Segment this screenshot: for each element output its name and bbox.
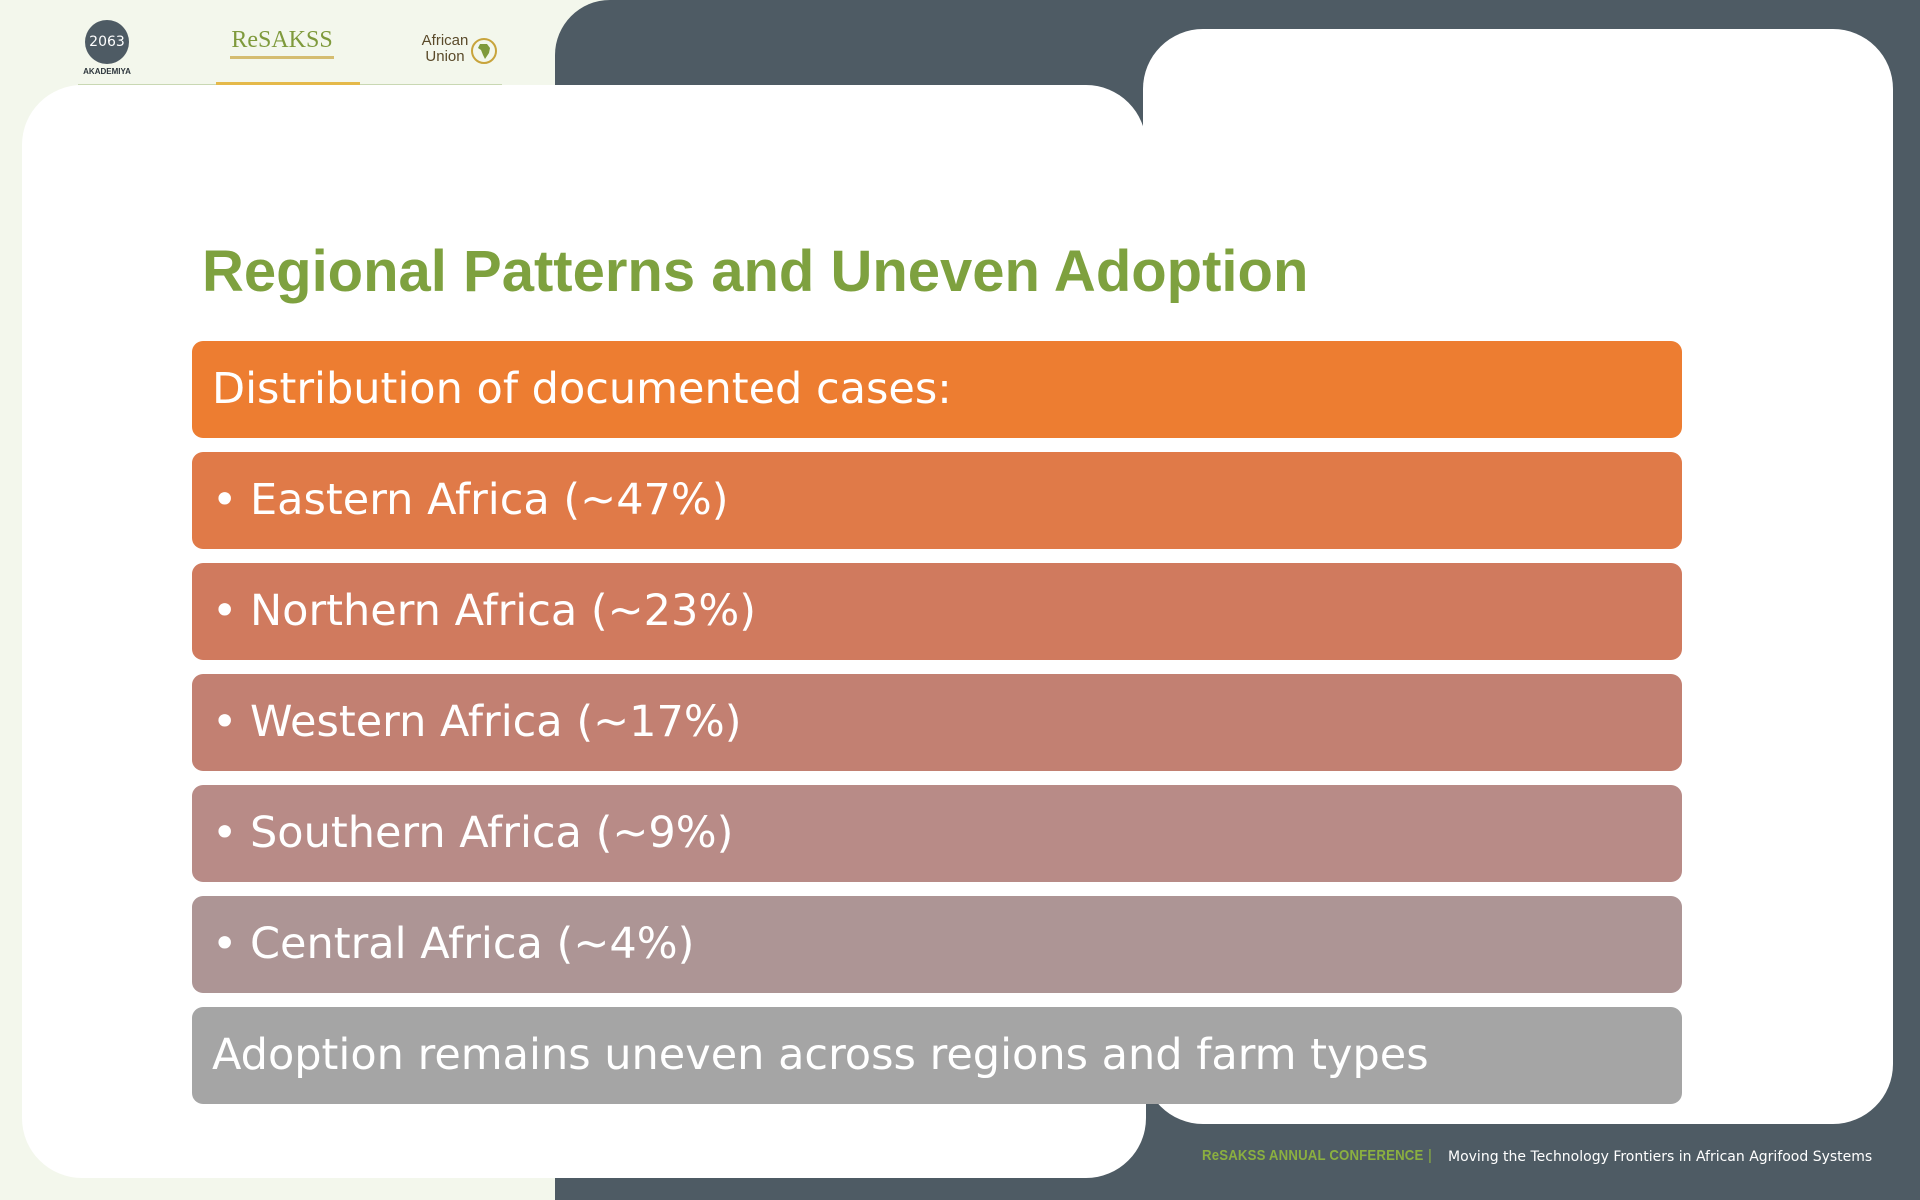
bar-label: Adoption remains uneven across regions a… (212, 1030, 1429, 1080)
bullet-icon: • (212, 808, 238, 858)
bar-label: Distribution of documented cases: (212, 364, 952, 414)
region-bar: • Eastern Africa (~47%) (192, 452, 1682, 549)
bar-label: Central Africa (~4%) (250, 919, 695, 969)
footer: ReSAKSS ANNUAL CONFERENCE | Moving the T… (1200, 1145, 1900, 1169)
slide-title: Regional Patterns and Uneven Adoption (202, 239, 1309, 304)
distribution-header-bar: Distribution of documented cases: (192, 341, 1682, 438)
summary-bar: Adoption remains uneven across regions a… (192, 1007, 1682, 1104)
footer-tagline: Moving the Technology Frontiers in Afric… (1448, 1149, 1873, 1165)
african-union-wordmark: African Union (421, 32, 469, 65)
footer-separator: | (1428, 1147, 1432, 1164)
bar-label: Western Africa (~17%) (250, 697, 742, 747)
akademiya-logo: 2063 AKADEMIYA (82, 20, 132, 82)
bullet-icon: • (212, 919, 238, 969)
bullet-icon: • (212, 697, 238, 747)
bar-label: Southern Africa (~9%) (250, 808, 734, 858)
african-union-logo: African Union (420, 33, 510, 73)
resakss-wordmark: ReSAKSS (231, 27, 333, 53)
logo-bar: 2063 AKADEMIYA ReSAKSS African Union (78, 15, 502, 85)
bullet-icon: • (212, 475, 238, 525)
akademiya-label: AKADEMIYA (83, 67, 131, 76)
region-bar: • Southern Africa (~9%) (192, 785, 1682, 882)
logo-divider-accent (216, 82, 360, 85)
region-bar: • Northern Africa (~23%) (192, 563, 1682, 660)
resakss-logo: ReSAKSS (222, 28, 342, 59)
bar-label: Eastern Africa (~47%) (250, 475, 729, 525)
region-bar: • Central Africa (~4%) (192, 896, 1682, 993)
resakss-tagline-rule (230, 56, 334, 59)
bar-label: Northern Africa (~23%) (250, 586, 757, 636)
footer-conference-name: ReSAKSS ANNUAL CONFERENCE (1202, 1147, 1424, 1164)
africa-globe-icon (471, 38, 497, 64)
akademiya-mark: 2063 (85, 20, 129, 64)
region-bar: • Western Africa (~17%) (192, 674, 1682, 771)
distribution-list: Distribution of documented cases: • Easter… (192, 341, 1682, 1118)
bullet-icon: • (212, 586, 238, 636)
